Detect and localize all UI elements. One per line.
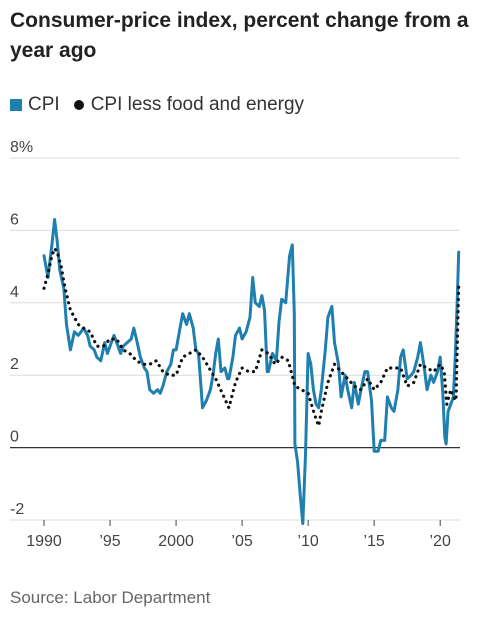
series-line-cpi [42,218,461,526]
chart-title: Consumer-price index, percent change fro… [10,9,469,62]
source-note: Source: Labor Department [10,588,211,607]
x-tick-label: ’20 [430,533,451,550]
y-tick-label: 6 [10,211,19,228]
y-tick-label: 2 [10,356,19,373]
y-tick-label: 4 [10,284,19,301]
legend-label-core-cpi: CPI less food and energy [90,94,305,115]
legend-label-cpi: CPI [28,94,60,115]
legend: CPI CPI less food and energy [10,91,318,119]
y-tick-label: 0 [10,429,19,446]
x-tick-label: 2000 [158,533,194,550]
legend-item-cpi: CPI [10,94,60,116]
line-chart: -2 0 2 4 6 8% 1990 ’95 2000 ’05 ’10 ’15 ’20 [10,139,461,550]
x-tick-label: ’95 [99,533,120,550]
cpi-swatch [10,99,22,111]
x-tick-label: ’10 [297,533,318,550]
y-tick-label: 8% [10,139,33,156]
core-cpi-swatch [73,100,84,110]
legend-item-core-cpi: CPI less food and energy [73,94,305,116]
x-tick-label: 1990 [26,533,62,550]
y-tick-label: -2 [10,501,24,518]
x-tick-label: ’05 [231,533,252,550]
x-tick-label: ’15 [363,533,384,550]
series-line-core-cpi [42,246,461,428]
